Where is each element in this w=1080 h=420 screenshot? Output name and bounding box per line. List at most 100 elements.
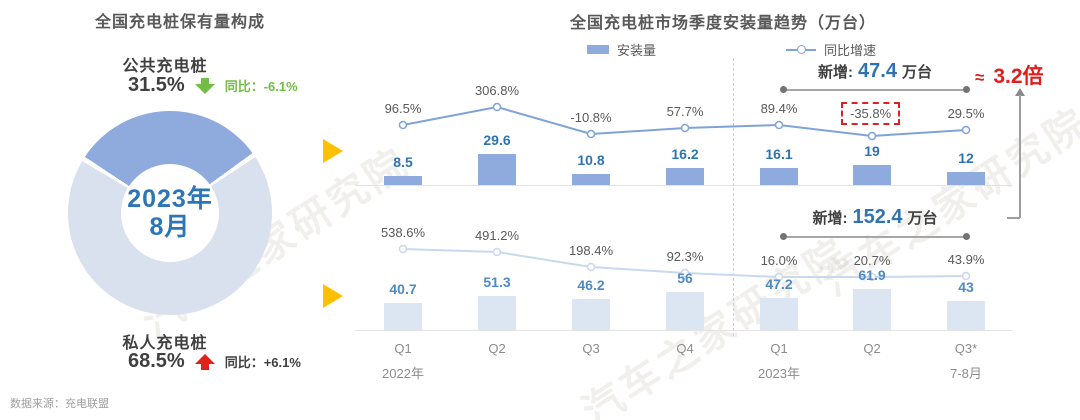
private-pile-share: 68.5%	[128, 350, 185, 372]
bar-value-label: 10.8	[577, 152, 605, 168]
range-dot-icon	[780, 86, 787, 93]
approx-symbol: ≈	[975, 68, 985, 87]
donut-center: 2023年 8月	[121, 164, 219, 262]
connector-vertical-line	[1019, 95, 1021, 218]
right-chart-title: 全国充电桩市场季度安装量趋势（万台）	[570, 15, 877, 32]
annotation-suffix: 万台	[901, 64, 932, 81]
donut-center-month: 8月	[149, 213, 191, 241]
up-arrowhead-icon	[1015, 88, 1025, 96]
yoy-label: -10.8%	[570, 110, 612, 125]
annotation-range-line	[783, 236, 967, 238]
private-pile-stats: 68.5% 同比：+6.1%	[128, 350, 301, 373]
left-chart-title: 全国充电桩保有量构成	[94, 14, 265, 31]
bar-upper-quarterly-installs-Q4	[666, 168, 704, 185]
bar-upper-quarterly-installs-Q3	[572, 174, 610, 185]
axis-quarter-label: Q4	[676, 341, 694, 356]
axis-quarter-label: Q3	[582, 341, 600, 356]
annotation-new-adds-bottom: 新增: 152.4 万台	[783, 206, 967, 229]
yoy-label: 538.6%	[380, 225, 426, 240]
yellow-pointer-icon	[323, 284, 343, 308]
bar-value-label: 8.5	[393, 154, 413, 170]
yoy-label-highlighted: -35.8%	[841, 102, 901, 125]
bar-swatch-icon	[587, 45, 609, 54]
axis-quarter-label: Q2	[863, 341, 881, 356]
line-marker-icon	[786, 45, 816, 54]
arrow-up-icon	[194, 353, 215, 370]
donut-center-year: 2023年	[127, 185, 213, 213]
annotation-value: 152.4	[852, 206, 903, 228]
axis-quarter-label: Q2	[488, 341, 506, 356]
yellow-pointer-icon	[323, 139, 343, 163]
axis-quarter-label: Q1	[770, 341, 788, 356]
bar-value-label: 46.2	[577, 277, 605, 293]
yoy-label: 306.8%	[474, 83, 520, 98]
yoy-label: 491.2%	[474, 228, 520, 243]
range-dot-icon	[780, 233, 787, 240]
axis-year-label: 7-8月	[950, 366, 982, 381]
upper-axis-line	[355, 185, 1012, 186]
bar-value-label: 61.9	[858, 267, 886, 283]
axis-quarter-label: Q1	[394, 341, 412, 356]
connector-horizontal-line	[1007, 217, 1020, 219]
bar-lower-quarterly-installs-Q2	[853, 289, 891, 330]
annotation-prefix: 新增:	[812, 210, 848, 227]
range-dot-icon	[963, 86, 970, 93]
bar-value-label: 47.2	[765, 276, 793, 292]
bar-value-label: 16.2	[671, 146, 699, 162]
lower-axis-line	[355, 330, 1012, 331]
bar-value-label: 29.6	[483, 132, 511, 148]
annotation-prefix: 新增:	[818, 64, 854, 81]
arrow-down-icon	[194, 77, 215, 94]
multiple-callout: ≈ 3.2倍	[975, 60, 1044, 90]
yoy-label: 198.4%	[568, 243, 614, 258]
yoy-label: 29.5%	[947, 106, 985, 121]
annotation-value: 47.4	[858, 60, 897, 82]
legend-installs-label: 安装量	[617, 43, 657, 58]
yoy-label: 57.7%	[666, 104, 704, 119]
bar-value-label: 40.7	[389, 281, 417, 297]
axis-year-label: 2023年	[758, 366, 800, 381]
bar-lower-quarterly-installs-Q3*	[947, 301, 985, 330]
bar-value-label: 56	[677, 270, 693, 286]
range-dot-icon	[963, 233, 970, 240]
bar-value-label: 16.1	[765, 146, 793, 162]
bar-value-label: 12	[958, 150, 974, 166]
year-divider-line	[733, 58, 734, 336]
legend-yoy-label: 同比增速	[824, 43, 877, 58]
private-pile-yoy: 同比：+6.1%	[224, 355, 301, 370]
legend-installs: 安装量	[587, 40, 656, 59]
annotation-range-line	[783, 89, 967, 91]
private-pile-label: 私人充电桩	[122, 335, 208, 352]
bar-lower-quarterly-installs-Q4	[666, 292, 704, 330]
bar-upper-quarterly-installs-Q1	[760, 168, 798, 185]
data-source: 数据来源：充电联盟	[10, 398, 109, 410]
bar-value-label: 43	[958, 279, 974, 295]
bar-lower-quarterly-installs-Q3	[572, 299, 610, 330]
yoy-label: 16.0%	[760, 253, 798, 268]
yoy-label: 89.4%	[760, 101, 798, 116]
yoy-label: 43.9%	[947, 252, 985, 267]
public-pile-share: 31.5%	[128, 74, 185, 96]
annotation-suffix: 万台	[907, 210, 938, 227]
bar-value-label: 51.3	[483, 274, 511, 290]
public-pile-yoy: 同比：-6.1%	[224, 79, 298, 94]
public-pile-stats: 31.5% 同比：-6.1%	[128, 74, 298, 97]
axis-quarter-label: Q3*	[954, 341, 978, 356]
axis-year-label: 2022年	[382, 366, 424, 381]
legend-yoy-growth: 同比增速	[786, 40, 876, 59]
bar-lower-quarterly-installs-Q2	[478, 296, 516, 330]
annotation-new-adds-top: 新增: 47.4 万台	[783, 60, 967, 83]
yoy-label: 96.5%	[384, 101, 422, 116]
yoy-label: 92.3%	[666, 249, 704, 264]
yoy-label: 20.7%	[853, 253, 891, 268]
bar-value-label: 19	[864, 143, 880, 159]
bar-upper-quarterly-installs-Q1	[384, 176, 422, 185]
public-pile-label: 公共充电桩	[122, 58, 208, 75]
bar-upper-quarterly-installs-Q3*	[947, 172, 985, 185]
bar-lower-quarterly-installs-Q1	[384, 303, 422, 330]
bar-upper-quarterly-installs-Q2	[853, 165, 891, 185]
multiple-value: 3.2倍	[993, 65, 1044, 88]
bar-upper-quarterly-installs-Q2	[478, 154, 516, 185]
